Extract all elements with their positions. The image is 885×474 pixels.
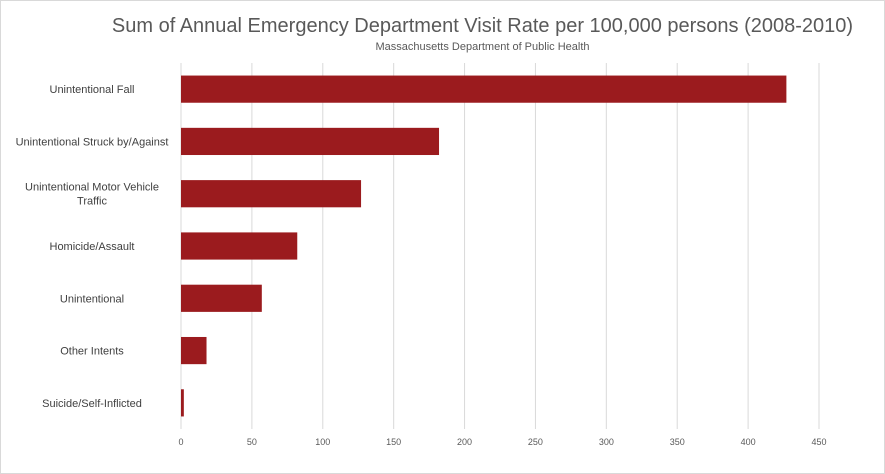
x-tick-label: 250 [528,437,543,447]
bar [181,336,207,365]
bar [181,389,184,417]
category-label: Unintentional Fall [50,84,135,96]
category-label-line: Traffic [77,196,107,208]
x-tick-label: 200 [457,437,472,447]
bar [181,127,440,156]
x-tick-label: 150 [386,437,401,447]
chart-title: Sum of Annual Emergency Department Visit… [111,15,854,37]
category-label-line: Unintentional Motor Vehicle [25,182,159,194]
x-tick-label: 50 [247,437,257,447]
category-label-line: Unintentional Struck by/Against [16,136,169,148]
category-label-line: Other Intents [60,346,124,358]
bar [181,75,787,103]
category-label-line: Unintentional Fall [50,84,135,96]
category-label: Other Intents [60,346,124,358]
x-tick-label: 0 [178,437,183,447]
category-label: Unintentional [60,293,124,305]
category-label: Unintentional Struck by/Against [16,136,169,148]
bar [181,232,298,260]
bar [181,284,262,312]
x-tick-label: 400 [741,437,756,447]
category-label-line: Unintentional [60,293,124,305]
category-label: Suicide/Self-Inflicted [42,398,142,410]
category-label: Unintentional Motor Vehicle Traffic [25,182,159,208]
x-tick-label: 350 [670,437,685,447]
x-tick-label: 100 [315,437,330,447]
chart-subtitle: Massachusetts Department of Public Healt… [375,41,590,53]
x-tick-label: 300 [599,437,614,447]
bar [181,180,362,208]
x-tick-label: 450 [811,437,826,447]
category-label-line: Suicide/Self-Inflicted [42,398,142,410]
category-label-line: Homicide/Assault [50,241,135,253]
category-label: Homicide/Assault [50,241,135,253]
